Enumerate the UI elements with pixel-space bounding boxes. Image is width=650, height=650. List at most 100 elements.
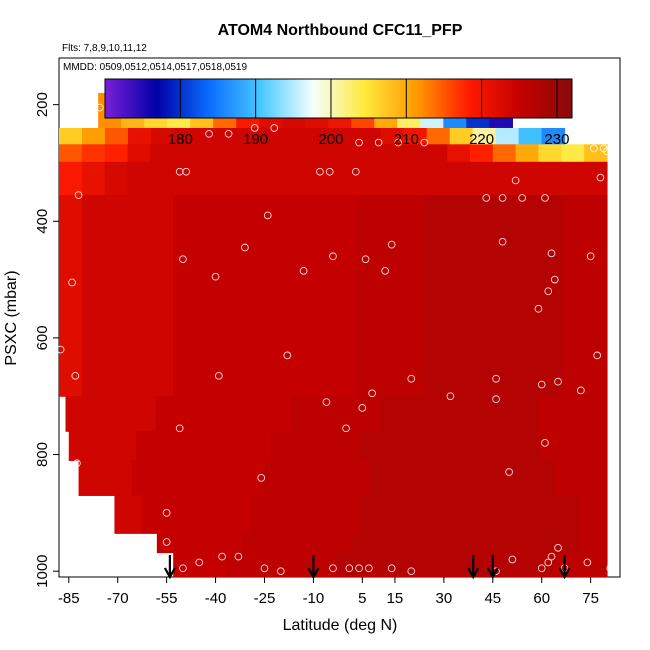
heatmap-cell [131,460,159,496]
heatmap-cell [469,195,494,397]
heatmap-cell [501,460,529,496]
heatmap-cell [494,396,518,432]
heatmap-cell [157,460,185,496]
heatmap-cell [381,533,411,554]
heatmap-cell [104,460,133,496]
heatmap-cell [554,460,582,496]
sample-point [218,552,226,561]
x-axis: -85 -70 -55 -40 -25 -10 5 15 30 45 60 75 [58,577,599,607]
sample-point [583,558,592,567]
heatmap-cell [293,431,317,461]
chart-title: ATOM4 Northbound CFC11_PFP [218,22,463,39]
heatmap-cell [584,431,608,461]
heatmap-cell [424,195,448,397]
heatmap-cell [466,533,496,554]
heatmap-cell [515,144,540,163]
arrow-head [163,567,176,580]
heatmap-cell [237,460,265,496]
heatmap-cell [81,144,106,163]
heatmap-cell [169,495,198,534]
heatmap-cell [578,533,608,554]
heatmap-cell [203,431,227,461]
heatmap-cell [251,495,280,534]
heatmap-cell [241,195,266,397]
heatmap-cell [264,161,288,196]
heatmap-cell [494,533,524,554]
sample-point [368,389,376,398]
sample-point [537,564,546,573]
heatmap-cell [401,195,425,397]
heatmap-cell [516,396,540,432]
y-tick-label: 800 [34,442,51,467]
x-axis-label: Latitude (deg N) [283,617,398,634]
heatmap-cell [522,533,552,554]
sample-point [573,124,582,132]
dates-subtitle: MMDD: 0509,0512,0514,0517,0518,0519 [63,62,247,73]
heatmap-cell [333,495,362,534]
sample-point [68,278,76,287]
heatmap-cell [579,495,608,534]
heatmap-cell [539,396,563,432]
heatmap-cell [470,495,499,534]
sample-point [211,272,220,281]
heatmap-cell [369,460,397,496]
heatmap-cell [195,161,220,196]
heatmap-cell [388,495,417,534]
heatmap-cell [88,396,112,432]
heatmap-cell [241,533,270,554]
heatmap-cell [395,460,423,496]
heatmap-cell [561,195,585,397]
heatmap-cell [311,127,336,145]
heatmap-cell [442,495,471,534]
sample-point [214,371,223,380]
sample-point [365,564,373,573]
sample-point [547,249,556,258]
heatmap-cell [104,161,129,196]
sample-point [446,392,455,401]
sample-point [205,129,213,138]
heatmap-cell [355,144,380,163]
heatmap-cell [472,431,496,461]
heatmap-cell [133,396,157,432]
x-tick-label: 5 [358,590,366,607]
sample-point [355,564,363,573]
heatmap-cell [538,144,562,163]
heatmap-cell [91,431,115,461]
heatmap-cell [270,431,294,461]
heatmap-cell [218,195,243,397]
heatmap-cell [524,495,553,534]
heatmap-cell [403,396,428,432]
heatmap-cell [538,161,562,196]
heatmap-cell [173,127,198,145]
sample-point [508,555,517,564]
heatmap-cell [223,396,247,432]
heatmap-cell [552,495,581,534]
heatmap-cell [305,495,334,534]
heatmap-cell [289,460,317,496]
heatmap-cell [355,161,380,196]
x-tick-label: 15 [387,590,404,607]
heatmap-cell [173,552,201,578]
sample-point [492,395,500,403]
sample-point [387,564,396,573]
colorbar-ticks: 180 190 200 210 220 230 [168,79,569,148]
heatmap-cell [241,144,266,163]
sample-point [73,459,81,468]
heatmap-cell [336,396,360,432]
sample-point [596,173,605,182]
sample-point [420,138,429,147]
heatmap-cell [584,144,608,163]
heatmap-cell [562,431,586,461]
heatmap-cell [310,195,334,397]
heatmap-cell [358,396,382,432]
colorbar-tick-label: 180 [168,131,193,148]
heatmap-cell [173,161,197,196]
heatmap-cell [178,396,202,432]
sample-point [554,377,562,386]
sample-point [374,138,383,147]
heatmap-cell [378,195,403,397]
heatmap-cell [410,533,439,554]
sample-point [257,474,266,482]
heatmap-cell [469,161,494,196]
sample-point [541,439,549,447]
